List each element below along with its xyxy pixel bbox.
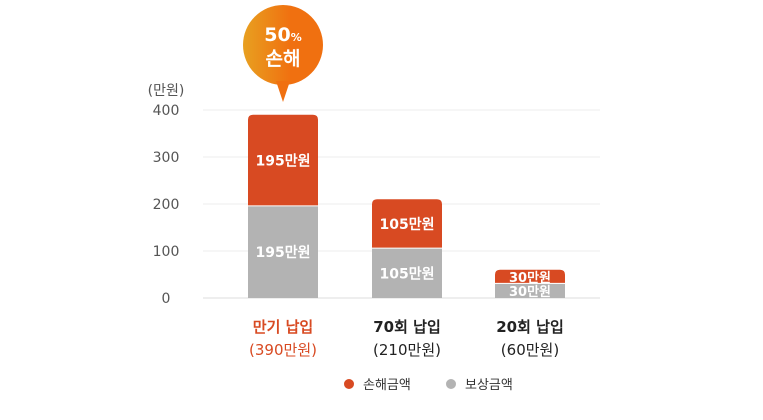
data-label: 30만원: [509, 270, 551, 286]
y-tick-label: 300: [153, 150, 180, 166]
category-total-label: (60만원): [501, 341, 559, 359]
category-total-label: (390만원): [249, 341, 317, 359]
y-tick-label: 400: [153, 103, 180, 119]
y-tick-label: 0: [162, 291, 171, 307]
legend-swatch: [446, 379, 456, 389]
data-label: 105만원: [380, 266, 435, 282]
data-label: 105만원: [380, 217, 435, 233]
bar-손해금액: [495, 269, 565, 283]
data-label: 30만원: [509, 284, 551, 300]
category-label: 70회 납입: [373, 318, 441, 336]
bar-보상금액: [495, 283, 565, 298]
y-tick-label: 100: [153, 244, 180, 260]
legend-swatch: [344, 379, 354, 389]
data-label: 195만원: [256, 154, 311, 170]
bar-손해금액: [372, 199, 442, 248]
category-label: 20회 납입: [496, 318, 564, 336]
callout-bubble: [243, 5, 323, 85]
legend-label: 보상금액: [465, 378, 513, 393]
data-label: 195만원: [256, 245, 311, 261]
callout-text: 손해: [266, 48, 301, 70]
callout-pointer: [276, 81, 290, 102]
callout-unit: %: [291, 31, 302, 44]
category-label: 만기 납입: [253, 318, 313, 336]
category-total-label: (210만원): [373, 341, 441, 359]
y-tick-label: 200: [153, 197, 180, 213]
legend-label: 손해금액: [363, 378, 411, 393]
bar-손해금액: [248, 114, 318, 206]
bar-보상금액: [372, 248, 442, 298]
y-axis-unit-label: (만원): [148, 83, 185, 99]
bar-보상금액: [248, 206, 318, 298]
